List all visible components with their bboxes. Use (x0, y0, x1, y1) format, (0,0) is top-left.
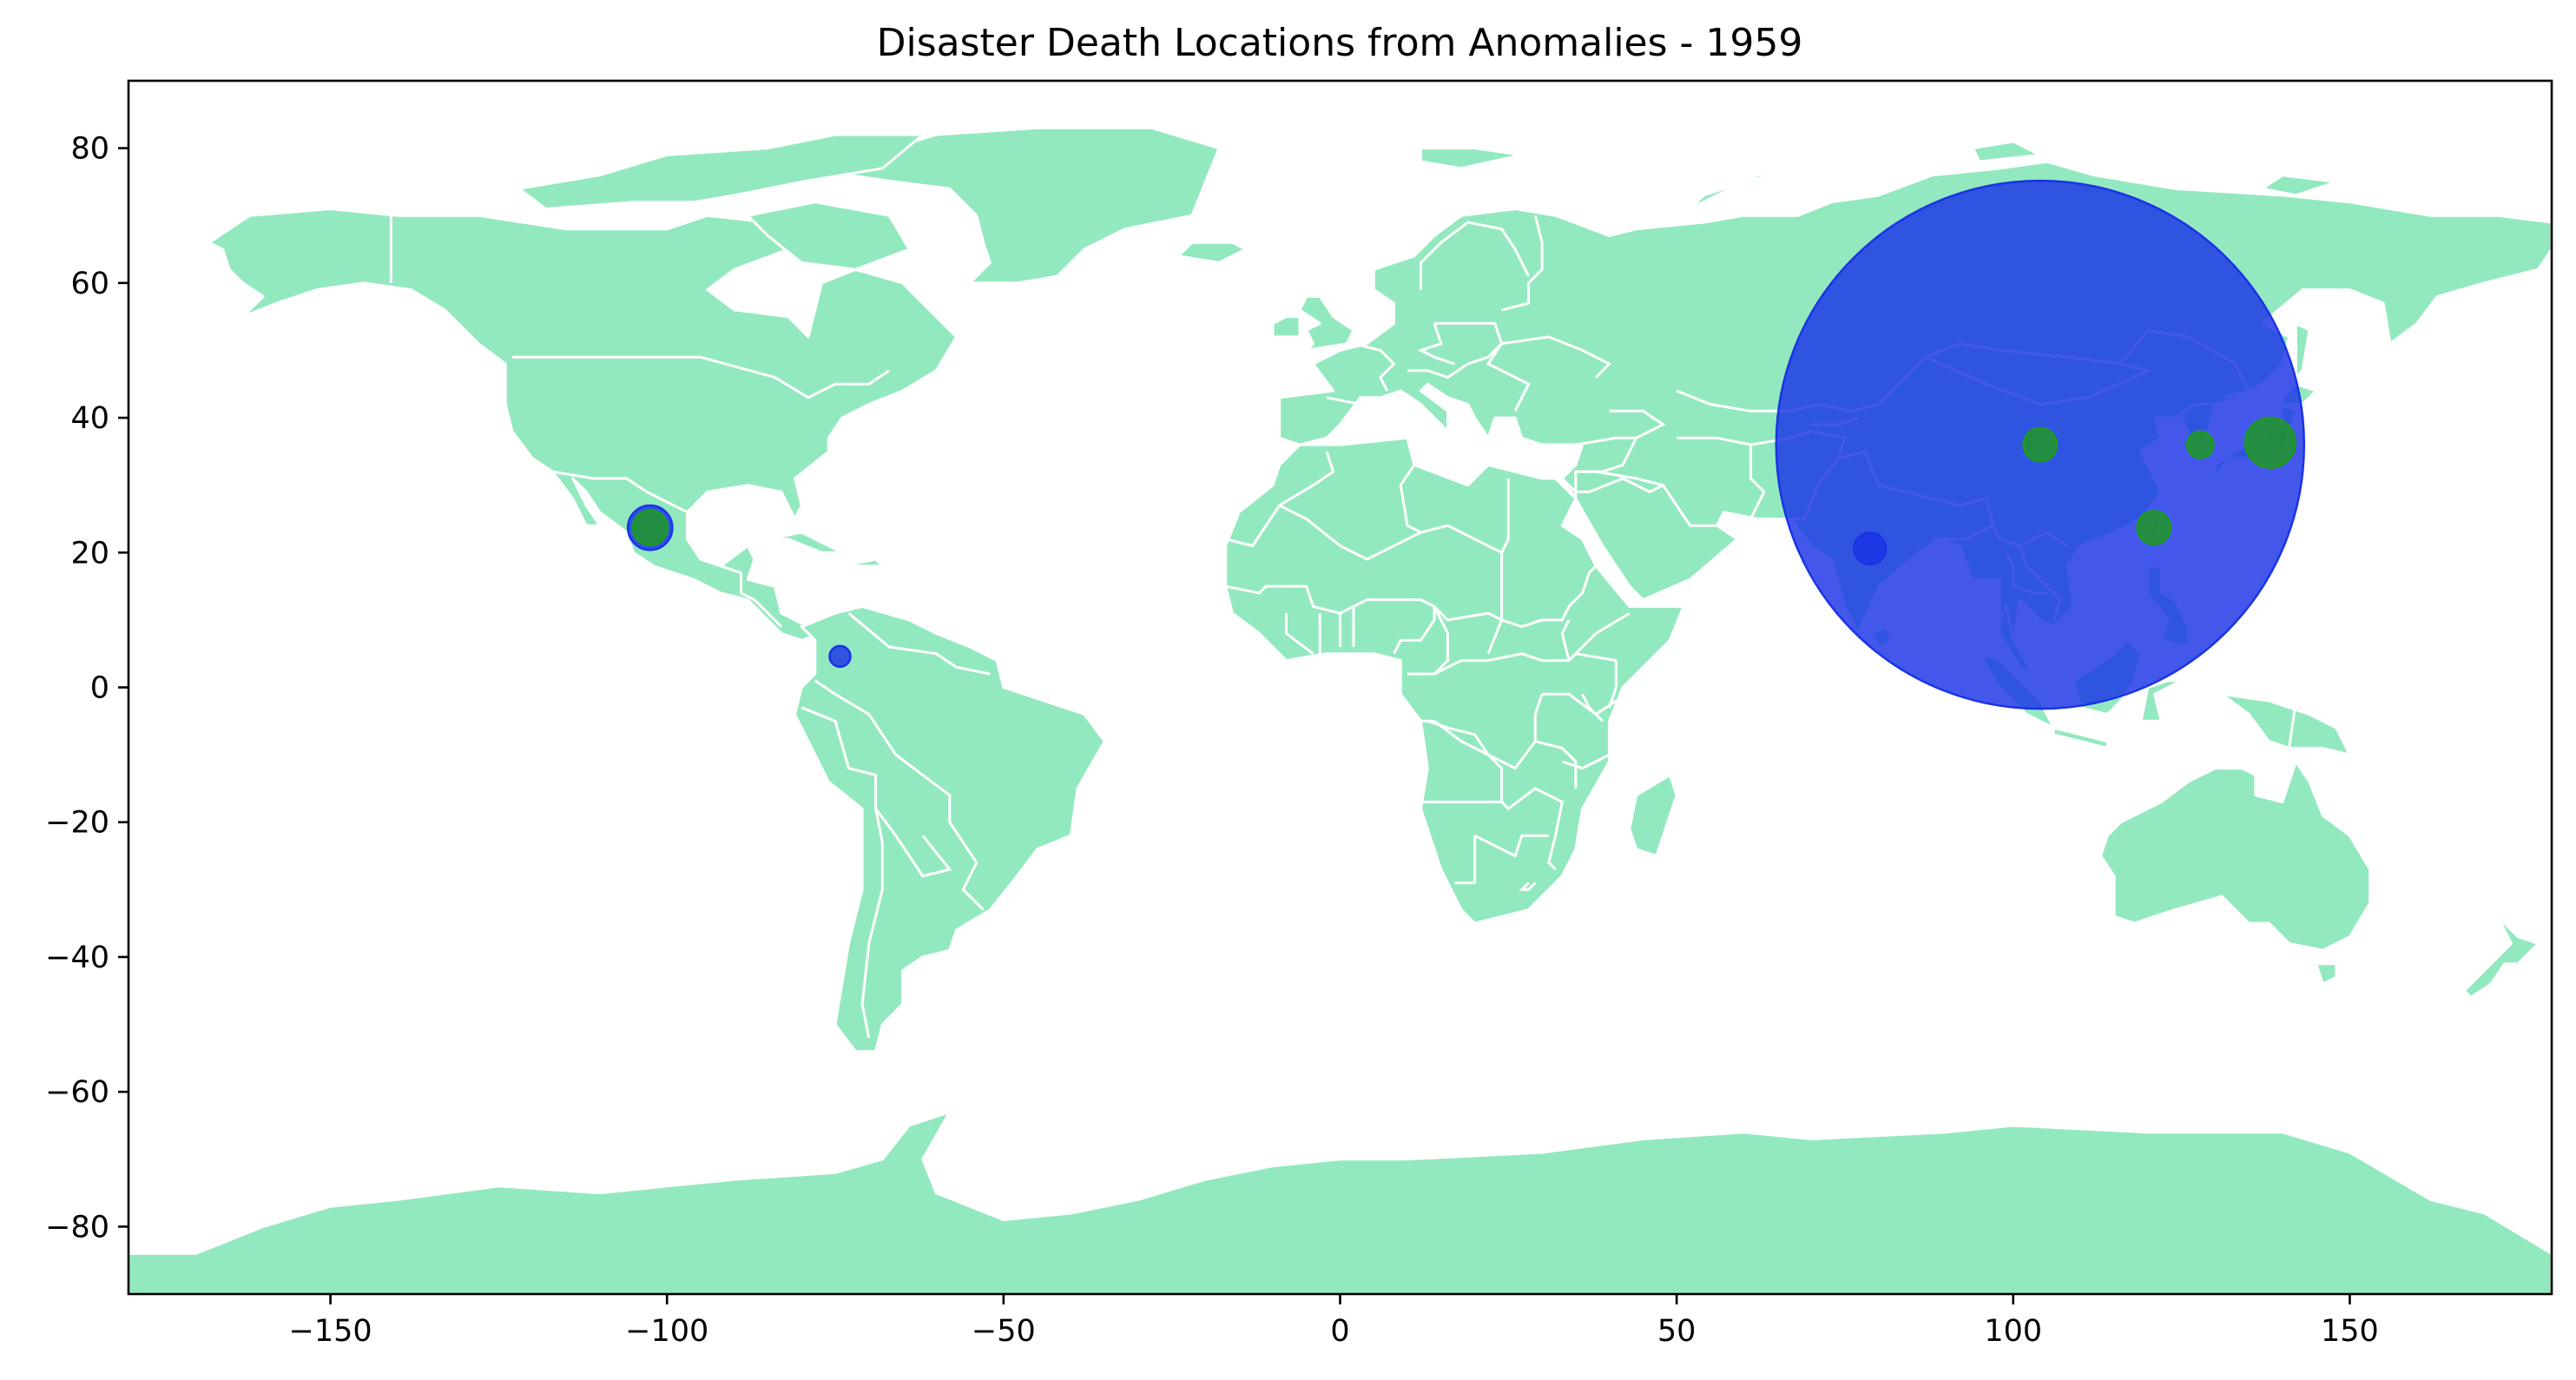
land-madagascar (1628, 773, 1678, 857)
y-tick-label: 0 (90, 671, 109, 706)
country-border (1258, 632, 1268, 648)
x-axis: −150 −100 −50 0 50 100 150 (289, 1294, 2379, 1349)
country-border (874, 808, 952, 878)
country-border (1575, 437, 1637, 473)
land-new-zealand (2462, 914, 2540, 999)
x-tick-label: 50 (1657, 1314, 1696, 1349)
x-tick-label: 0 (1330, 1314, 1349, 1349)
land-hispaniola (840, 558, 884, 568)
land-antarctica (128, 1111, 2552, 1294)
country-border (1420, 719, 1504, 802)
land-tasmania (2315, 962, 2338, 986)
country-border (847, 611, 991, 676)
land-africa (1224, 436, 1685, 925)
land-baffin-island (746, 201, 911, 271)
x-tick-label: −150 (289, 1314, 372, 1349)
country-border (1426, 693, 1544, 770)
y-tick-label: 40 (70, 401, 109, 436)
death-location-points (626, 179, 2306, 710)
y-tick-label: 80 (70, 132, 109, 167)
country-border (1225, 584, 1503, 622)
y-tick-label: 20 (70, 536, 109, 571)
country-border (1501, 565, 1598, 629)
land-java (2052, 726, 2109, 749)
country-border (1501, 215, 1544, 312)
country-border (1486, 335, 1612, 412)
country-border (814, 679, 985, 911)
land-new-guinea (2220, 692, 2351, 756)
x-tick-label: −50 (972, 1314, 1036, 1349)
country-border (1433, 652, 1617, 676)
country-border (1519, 881, 1537, 891)
land-greenland (847, 126, 1221, 285)
death-location-point (2243, 416, 2296, 469)
country-border (1353, 342, 1396, 392)
death-location-point (2022, 426, 2059, 463)
country-border (1534, 740, 1578, 789)
x-tick-label: −100 (625, 1314, 708, 1349)
land-sulawesi (2139, 679, 2184, 723)
country-border (800, 706, 878, 809)
land-great-britain (1298, 294, 1355, 352)
land-novaya-zemlya (1689, 167, 1800, 210)
country-border (1417, 322, 1455, 366)
land-cuba (767, 531, 844, 554)
y-tick-label: −40 (45, 941, 109, 975)
country-border (1561, 477, 1664, 494)
chart-title: Disaster Death Locations from Anomalies … (877, 21, 1803, 65)
land-north-america (208, 208, 959, 642)
country-border (552, 470, 688, 514)
country-border (1399, 464, 1422, 534)
country-border (511, 355, 890, 399)
death-location-point (2136, 510, 2172, 546)
country-border (1574, 611, 1631, 655)
country-border (1326, 396, 1361, 406)
country-border (1581, 693, 1604, 723)
country-border (1413, 787, 1564, 871)
country-border (860, 808, 884, 1039)
country-border (1225, 451, 1335, 548)
land-arctic-islands (517, 133, 925, 210)
death-location-point (1852, 531, 1888, 566)
x-tick-label: 150 (2321, 1314, 2379, 1349)
y-tick-label: −80 (45, 1210, 109, 1245)
y-tick-label: −20 (45, 806, 109, 841)
country-border (1560, 619, 1571, 661)
country-border (1473, 834, 1549, 858)
country-border (1393, 606, 1436, 655)
death-location-point (828, 644, 852, 669)
land-south-america (794, 604, 1106, 1053)
death-location-point (631, 509, 669, 546)
land-sakhalin (2294, 321, 2311, 379)
y-tick-label: −60 (45, 1075, 109, 1110)
country-border (1454, 835, 1477, 885)
country-border (1561, 753, 1611, 770)
country-border (1677, 436, 1766, 520)
land-australia (2099, 760, 2372, 952)
country-border (1285, 613, 1314, 655)
country-border (1407, 321, 1504, 380)
death-location-point (2185, 430, 2215, 459)
y-tick-label: 60 (70, 267, 109, 301)
land-iceland (1176, 241, 1248, 264)
land-severnaya-zemlya (1971, 140, 2042, 163)
y-axis: 80 60 40 20 0 −20 −40 −60 −80 (45, 132, 128, 1245)
land-ireland (1271, 315, 1301, 339)
country-border (720, 565, 783, 628)
country-border (1420, 221, 1530, 290)
country-border (1542, 692, 1617, 716)
country-border (1608, 660, 1617, 709)
land-svalbard (1420, 147, 1524, 170)
x-tick-label: 100 (1984, 1314, 2042, 1349)
country-border (1407, 605, 1449, 676)
land-new-siberian-islands (2261, 174, 2338, 197)
country-border (2288, 700, 2297, 749)
